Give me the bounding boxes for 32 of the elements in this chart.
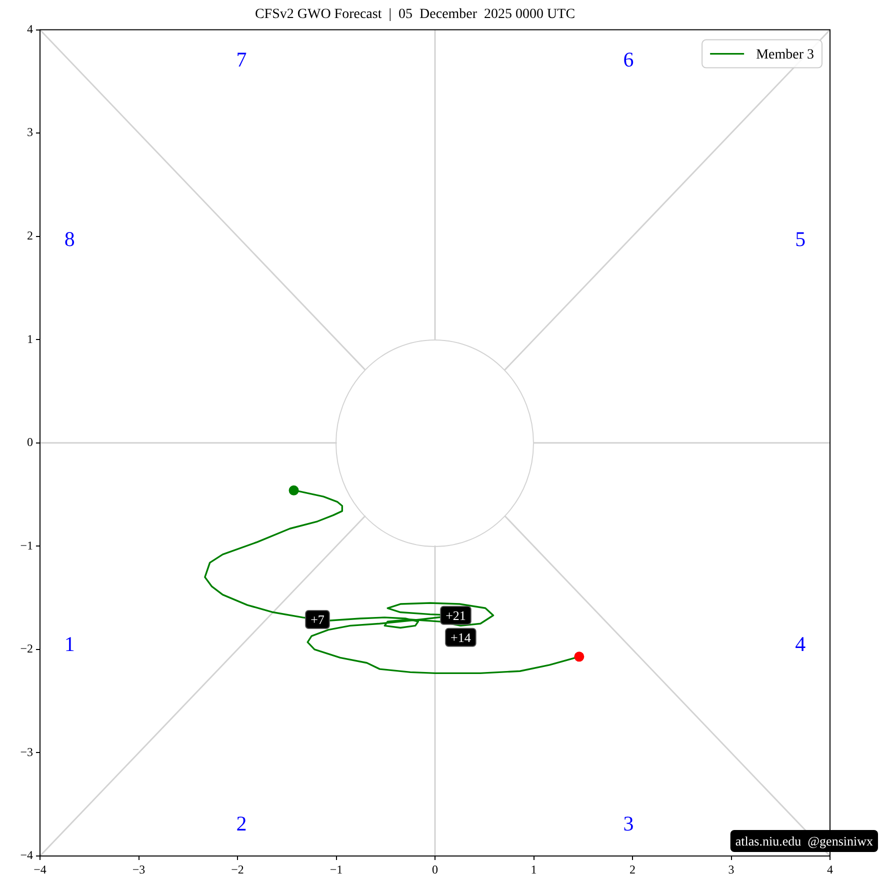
y-tick-label: −4 (20, 848, 33, 862)
x-tick-label: 3 (728, 862, 734, 876)
chart-title: CFSv2 GWO Forecast | 05 December 2025 0000 UTC (254, 7, 576, 22)
annotation: 7 (236, 47, 247, 72)
point (288, 485, 299, 496)
x-tick-label: −3 (132, 862, 146, 876)
y-tick-label: 0 (27, 435, 33, 450)
x-tick-label: 2 (630, 862, 636, 876)
y-tick-label: 4 (27, 22, 33, 36)
annotation: 1 (64, 632, 75, 656)
annotation: 5 (795, 226, 806, 251)
annotation: 8 (64, 226, 75, 251)
annotation: +14 (450, 630, 472, 645)
y-tick-label: −2 (20, 642, 33, 656)
annotation: 3 (623, 812, 634, 836)
point (574, 652, 584, 662)
x-tick-label: 1 (530, 862, 537, 876)
y-tick-label: 3 (27, 125, 33, 140)
y-tick-label: 1 (27, 332, 33, 346)
y-tick-label: −3 (20, 744, 33, 759)
x-tick-label: 4 (827, 862, 833, 876)
x-tick-label: 0 (432, 862, 438, 876)
annotation: 2 (236, 812, 247, 836)
x-tick-label: −2 (231, 862, 244, 876)
legend-label: Member 3 (756, 47, 814, 62)
annotation: atlas.niu.edu @gensiniwx (735, 833, 874, 848)
y-tick-label: 2 (27, 228, 33, 243)
y-tick-label: −1 (20, 538, 33, 552)
annotation: 4 (795, 632, 806, 656)
annotation: 6 (623, 47, 634, 72)
annotation: +7 (310, 612, 325, 627)
x-tick-label: −1 (330, 862, 343, 876)
